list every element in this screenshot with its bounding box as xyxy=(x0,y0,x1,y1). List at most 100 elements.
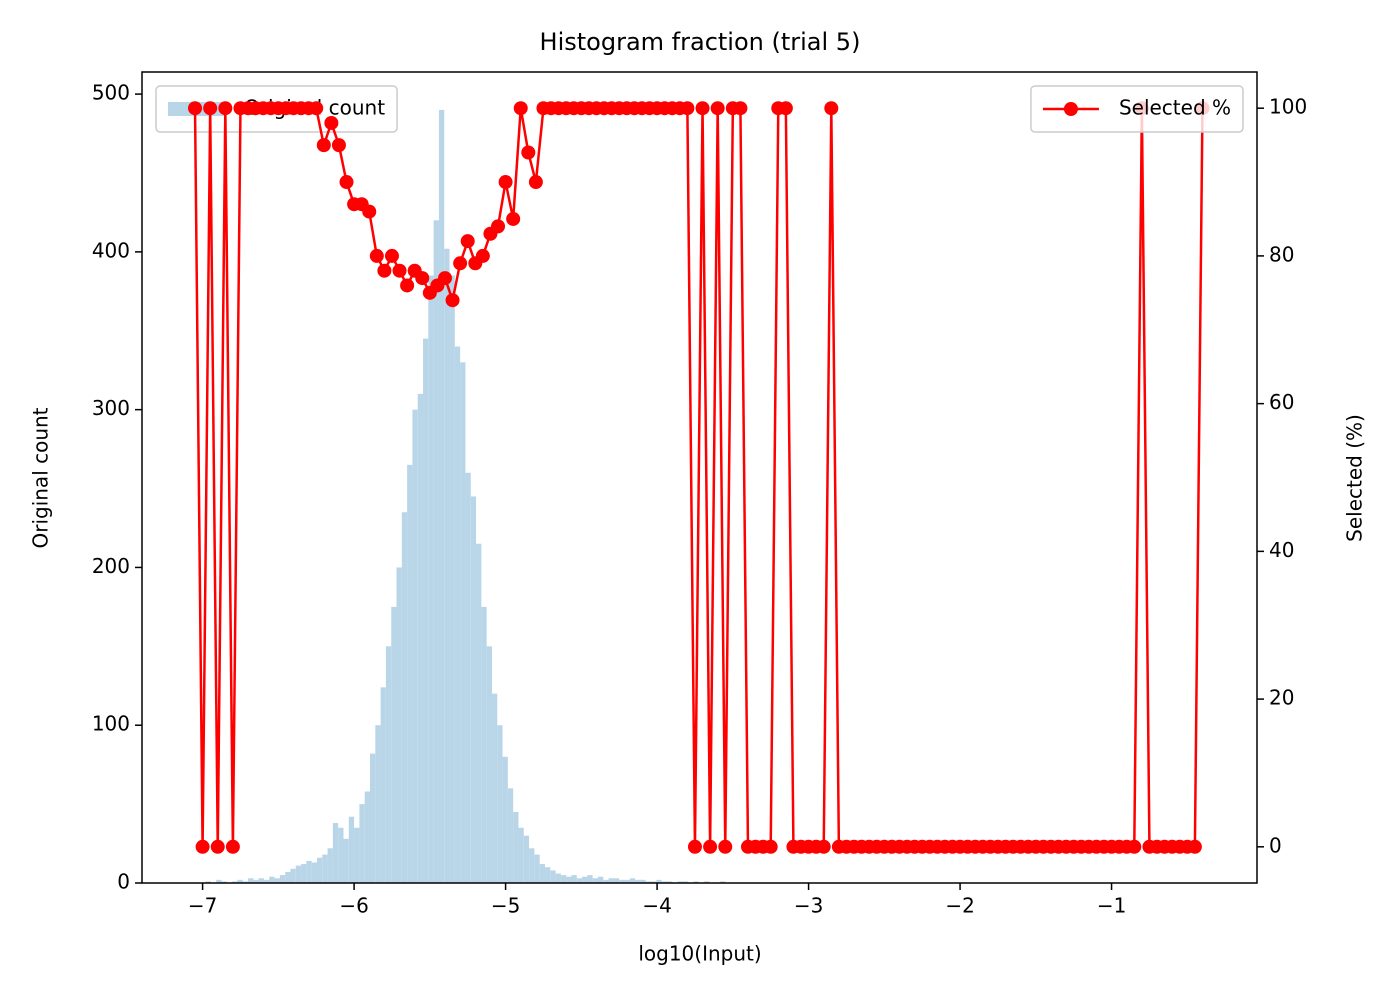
histogram-bar xyxy=(550,870,556,883)
histogram-bar xyxy=(592,878,598,883)
histogram-bar xyxy=(338,827,344,883)
line-marker xyxy=(377,263,392,278)
line-marker xyxy=(680,101,695,116)
histogram-bar xyxy=(290,868,296,883)
legend-box xyxy=(1030,85,1244,133)
histogram-bar xyxy=(513,811,519,883)
histogram-bar xyxy=(544,867,551,883)
line-marker xyxy=(384,248,399,263)
histogram-bar xyxy=(719,881,726,883)
line-marker xyxy=(453,256,468,271)
histogram-bar xyxy=(391,606,397,883)
histogram-bar xyxy=(470,496,477,883)
line-marker xyxy=(339,175,354,190)
line-marker xyxy=(506,211,521,226)
histogram-bar xyxy=(428,275,434,883)
histogram-bar xyxy=(571,875,577,883)
histogram-bar xyxy=(237,879,243,883)
line-marker xyxy=(331,138,346,153)
histogram-bar xyxy=(704,881,710,883)
legend-label: Selected % xyxy=(1119,96,1231,120)
histogram-bar xyxy=(635,879,641,883)
histogram-bar xyxy=(385,646,392,883)
histogram-bar xyxy=(332,823,339,883)
histogram-bar xyxy=(507,788,514,883)
histogram-bar xyxy=(491,693,498,883)
histogram-bar xyxy=(603,879,609,883)
histogram-bar xyxy=(433,220,439,883)
line-marker xyxy=(210,839,225,854)
histogram-bar xyxy=(460,362,466,883)
histogram-bar xyxy=(539,864,545,883)
y2-axis-label: Selected (%) xyxy=(1343,414,1367,542)
line-marker xyxy=(687,839,702,854)
histogram-bar xyxy=(232,881,238,883)
x-tick-label: −7 xyxy=(188,894,217,918)
histogram-bar xyxy=(407,464,413,883)
histogram-bar xyxy=(205,881,211,883)
histogram-bar xyxy=(306,860,312,883)
y-tick-label: 0 xyxy=(117,870,130,894)
histogram-bar xyxy=(677,881,683,883)
histogram-bar xyxy=(258,878,264,883)
line-marker xyxy=(316,138,331,153)
histogram-bar xyxy=(375,725,381,883)
histogram-bar xyxy=(651,881,657,883)
histogram-bar xyxy=(476,543,482,883)
x-tick-label: −2 xyxy=(945,894,974,918)
histogram-bar xyxy=(608,878,614,883)
y2-tick-label: 80 xyxy=(1269,242,1294,266)
histogram-bar xyxy=(656,879,662,883)
histogram-bar xyxy=(465,472,471,883)
histogram-bar xyxy=(645,881,652,883)
line-marker xyxy=(415,271,430,286)
line xyxy=(193,106,1204,849)
histogram-bar xyxy=(555,873,561,883)
histogram-bar xyxy=(518,827,524,883)
line-marker xyxy=(703,839,718,854)
line-marker xyxy=(188,101,203,116)
histogram-bar xyxy=(640,879,646,883)
x-tick-label: −6 xyxy=(339,894,368,918)
histogram-bar xyxy=(682,881,689,883)
histogram-bar xyxy=(566,876,572,883)
histogram-bar xyxy=(444,248,450,884)
histogram-bar xyxy=(343,838,349,883)
x-tick-label: −4 xyxy=(642,894,671,918)
histogram-bar xyxy=(481,606,487,883)
legend-marker xyxy=(1063,102,1078,116)
legend: Selected % xyxy=(1030,85,1244,133)
line-marker xyxy=(1187,839,1202,854)
plot-frame xyxy=(141,71,1258,884)
histogram-bar xyxy=(412,409,418,883)
line-marker xyxy=(369,248,384,263)
line-marker xyxy=(225,839,240,854)
legend-symbol xyxy=(1042,102,1099,116)
line-marker xyxy=(498,175,513,190)
histogram-bar xyxy=(582,876,588,883)
histogram-bar xyxy=(438,109,445,884)
line-marker xyxy=(362,204,377,219)
histogram-bar xyxy=(449,275,455,883)
line-marker xyxy=(816,839,831,854)
x-tick-label: −1 xyxy=(1097,894,1126,918)
histogram-bar xyxy=(587,875,593,883)
histogram-bar xyxy=(560,875,567,883)
histogram-bar xyxy=(354,827,360,883)
histogram-bar xyxy=(486,646,492,883)
histogram-bar xyxy=(285,871,291,883)
line-marker xyxy=(309,101,324,116)
y2-tick-label: 60 xyxy=(1269,390,1294,414)
line-marker xyxy=(778,101,793,116)
histogram-bar xyxy=(401,512,408,883)
y2-tick-label: 100 xyxy=(1269,95,1307,119)
histogram-bar xyxy=(269,876,275,883)
histogram-bar xyxy=(576,878,583,883)
y-tick-label: 400 xyxy=(92,238,130,262)
y-tick-label: 100 xyxy=(92,712,130,736)
y-tick-label: 300 xyxy=(92,396,130,420)
line-marker xyxy=(521,145,536,160)
line-marker xyxy=(695,101,710,116)
line-marker xyxy=(528,175,543,190)
line-marker xyxy=(824,101,839,116)
